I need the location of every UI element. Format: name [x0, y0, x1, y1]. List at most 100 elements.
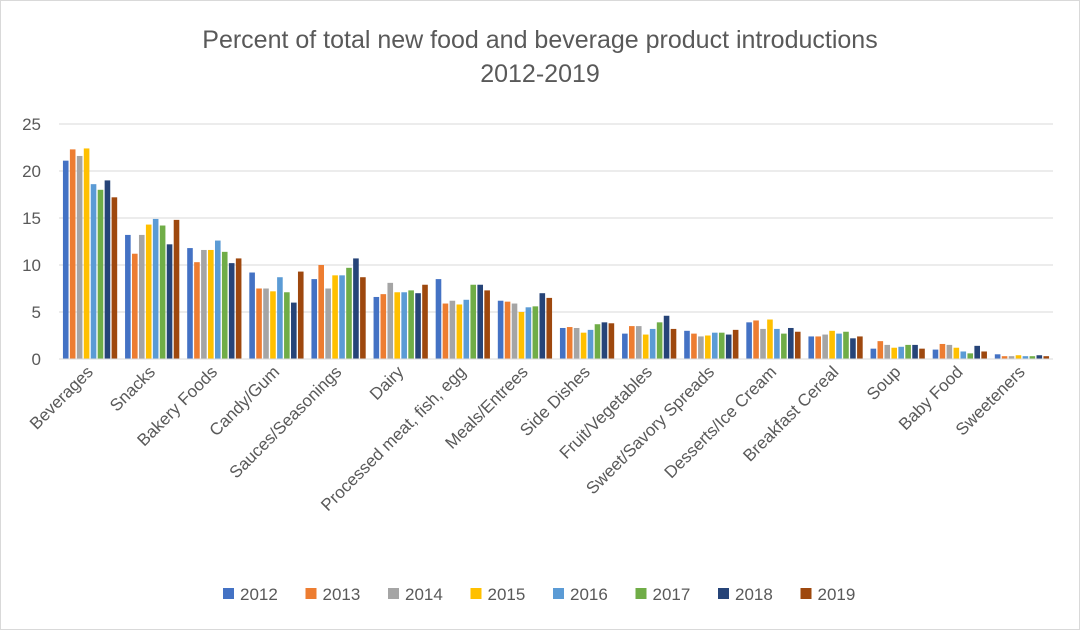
legend-swatch [553, 588, 564, 599]
bars [62, 148, 1050, 359]
bar [504, 301, 511, 359]
bar [380, 294, 387, 359]
legend-item: 2014 [388, 585, 443, 604]
bar [1015, 355, 1022, 359]
legend-swatch [223, 588, 234, 599]
bar [843, 331, 849, 359]
bar [297, 271, 304, 359]
bar [656, 322, 663, 359]
bar [456, 304, 463, 359]
bar [753, 320, 759, 359]
bar [346, 267, 352, 359]
bar [850, 338, 856, 359]
bar [353, 258, 359, 359]
bar [877, 341, 884, 359]
bar [725, 334, 732, 359]
bar [608, 323, 615, 359]
bar [711, 332, 718, 359]
bar [415, 293, 421, 359]
bar [967, 353, 974, 359]
bar [90, 184, 97, 359]
bar [884, 344, 891, 359]
bar [635, 326, 642, 359]
bar [1008, 356, 1015, 359]
legend-item: 2017 [635, 585, 690, 604]
y-tick-label: 25 [22, 115, 41, 134]
bar [587, 329, 594, 359]
bar [511, 303, 518, 359]
bar [339, 275, 345, 359]
bar [401, 292, 407, 359]
bar [760, 328, 766, 359]
legend-label: 2012 [240, 585, 278, 604]
bar [201, 249, 207, 359]
bar [214, 240, 221, 359]
legend-swatch [800, 588, 812, 599]
bar [435, 279, 442, 359]
legend-swatch [718, 588, 729, 599]
bar [559, 327, 566, 359]
legend-label: 2019 [818, 585, 856, 604]
bar [822, 334, 828, 359]
bar [360, 277, 366, 359]
bar [622, 333, 628, 359]
chart-title: Percent of total new food and beverage p… [1, 23, 1079, 91]
bar [159, 225, 166, 359]
bar [449, 300, 456, 359]
bar [601, 322, 608, 359]
legend-label: 2014 [405, 585, 443, 604]
bar [69, 149, 76, 359]
y-tick-label: 0 [32, 350, 41, 369]
bar [208, 249, 214, 359]
bar [249, 272, 255, 359]
bar [953, 347, 960, 359]
bar [974, 345, 980, 359]
bar [746, 322, 752, 359]
bar [905, 344, 911, 359]
bar [829, 330, 835, 359]
bar [166, 244, 173, 359]
bar [228, 263, 235, 359]
bar [125, 234, 131, 359]
bar [939, 343, 946, 359]
bar [311, 279, 318, 359]
legend-swatch [305, 588, 317, 599]
bar [891, 347, 898, 359]
bar [642, 334, 649, 359]
bar [732, 329, 739, 359]
bar [718, 332, 725, 359]
bar [774, 328, 780, 359]
bar [104, 180, 111, 359]
bar [546, 297, 553, 359]
bar [629, 326, 635, 359]
bar [663, 315, 670, 359]
bar [705, 335, 711, 359]
y-tick-label: 20 [22, 162, 41, 181]
bar [684, 330, 690, 359]
y-tick-label: 10 [22, 256, 41, 275]
bar [573, 327, 580, 359]
x-category-label: Dairy [366, 362, 408, 404]
bar [497, 300, 504, 359]
bar [525, 307, 532, 359]
bar [132, 253, 138, 359]
bar [173, 219, 180, 359]
bar [442, 303, 449, 359]
x-category-label: Sauces/Seasonings [226, 362, 346, 482]
bar [857, 336, 863, 359]
bar [270, 291, 276, 359]
bar [263, 288, 269, 359]
legend-swatch [635, 588, 647, 599]
bar [794, 331, 801, 359]
bar [932, 349, 939, 359]
bar [788, 327, 794, 359]
bar [111, 197, 118, 359]
y-axis-ticks: 0 5 10 15 20 25 [22, 115, 41, 369]
bar [808, 336, 815, 359]
bar [1022, 356, 1029, 359]
legend-swatch [388, 588, 399, 599]
bar [912, 344, 918, 359]
